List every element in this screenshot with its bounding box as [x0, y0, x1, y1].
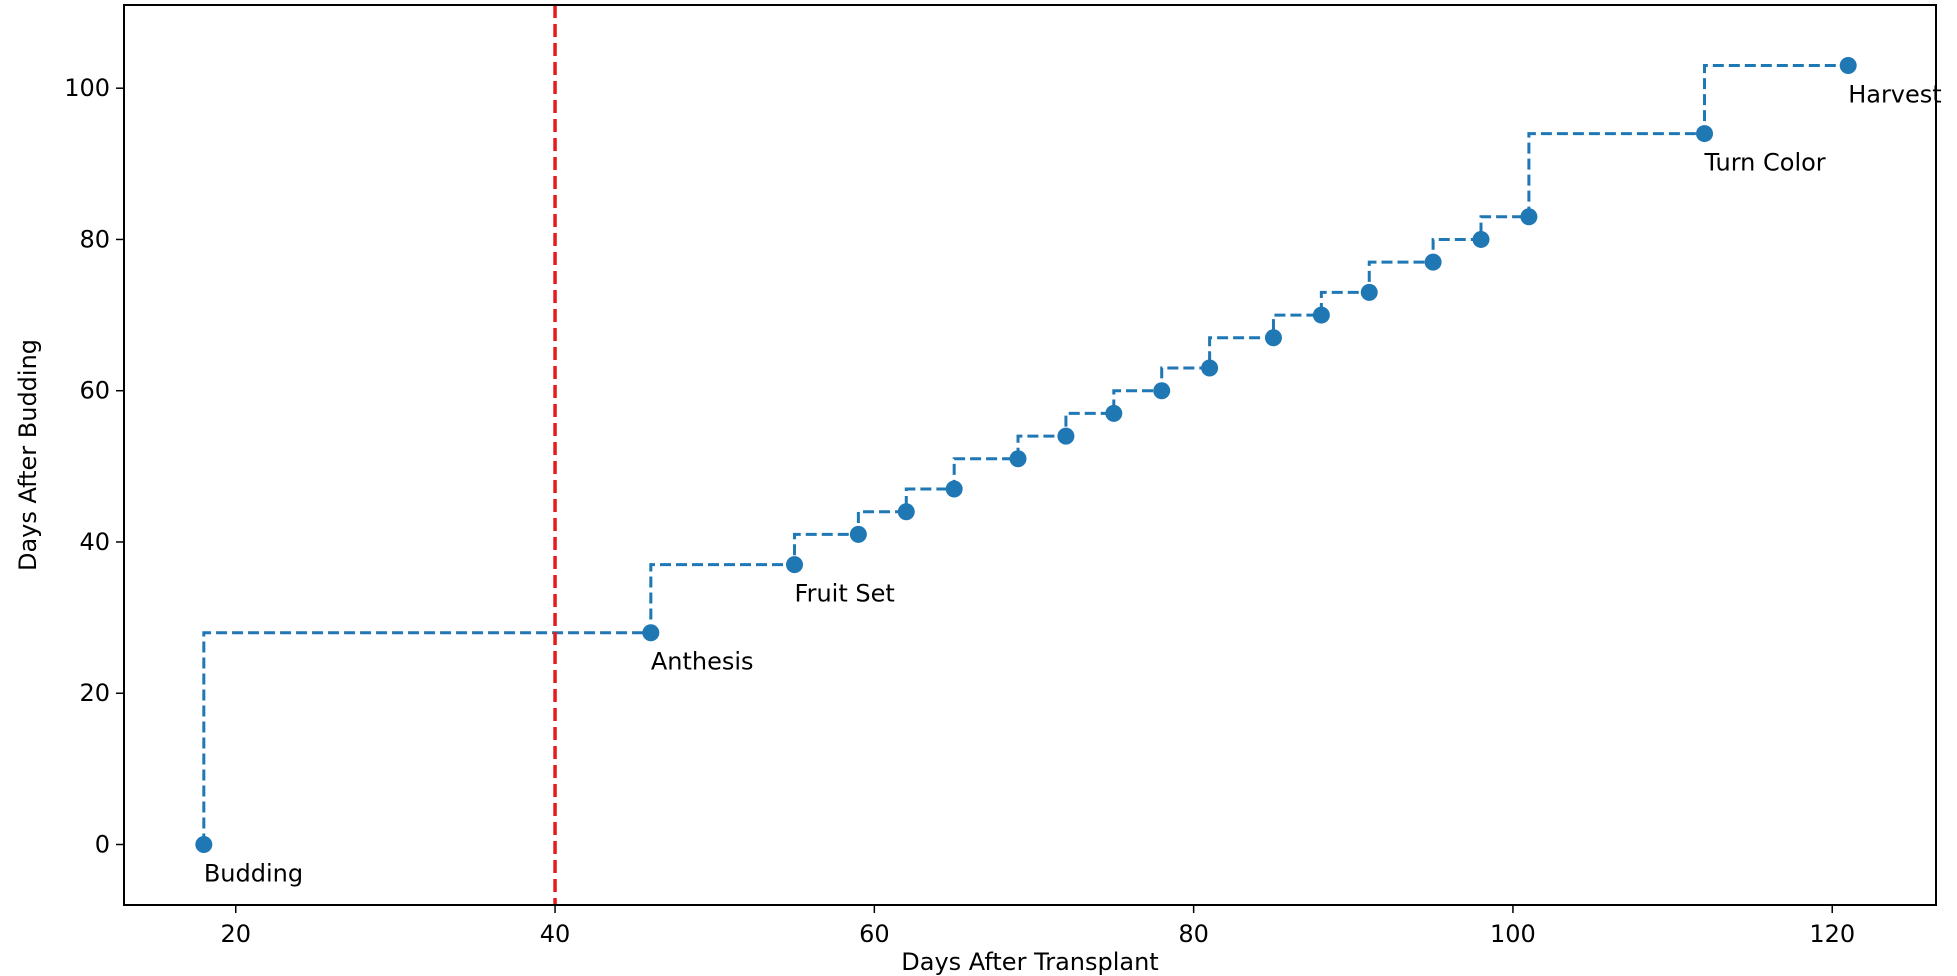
x-tick-label: 20 — [220, 920, 251, 948]
data-point — [1360, 283, 1378, 301]
y-tick-label: 40 — [79, 528, 110, 556]
y-tick-label: 0 — [95, 830, 110, 858]
x-tick-label: 40 — [540, 920, 571, 948]
y-tick-label: 60 — [79, 377, 110, 405]
data-point — [897, 503, 915, 521]
data-point — [1009, 450, 1027, 468]
annotation-label: Turn Color — [1704, 149, 1826, 177]
data-point — [195, 835, 213, 853]
data-point — [786, 556, 804, 574]
data-point — [642, 624, 660, 642]
data-point — [1057, 427, 1075, 445]
data-point — [1105, 404, 1123, 422]
plot-area: Budding Anthesis Fruit Set Turn Color Harves… — [195, 5, 1942, 905]
series-step-line — [202, 64, 1849, 845]
data-point — [1424, 253, 1442, 271]
data-point — [1472, 230, 1490, 248]
y-tick-label: 100 — [64, 74, 110, 102]
data-point — [1153, 382, 1171, 400]
annotation-label: Fruit Set — [795, 580, 895, 608]
x-tick-label: 80 — [1178, 920, 1209, 948]
data-point — [1201, 359, 1219, 377]
data-point — [1312, 306, 1330, 324]
data-point — [945, 480, 963, 498]
data-point — [1839, 57, 1857, 75]
y-tick-label: 80 — [79, 225, 110, 253]
data-point — [1520, 208, 1538, 226]
y-tick-label: 20 — [79, 679, 110, 707]
x-tick-label: 100 — [1490, 920, 1536, 948]
data-point — [1696, 125, 1714, 143]
y-axis: 0 20 40 60 80 100 — [64, 74, 124, 858]
data-point — [1264, 329, 1282, 347]
annotation-label: Budding — [204, 859, 303, 887]
x-axis: 20 40 60 80 100 120 — [220, 905, 1855, 948]
x-tick-label: 60 — [859, 920, 890, 948]
x-tick-label: 120 — [1809, 920, 1855, 948]
y-axis-label: Days After Budding — [14, 339, 42, 571]
axes-frame — [123, 4, 1937, 906]
annotation-label: Harvest — [1848, 81, 1942, 109]
annotation-label: Anthesis — [651, 648, 754, 676]
x-axis-label: Days After Transplant — [901, 948, 1158, 976]
data-point — [849, 525, 867, 543]
